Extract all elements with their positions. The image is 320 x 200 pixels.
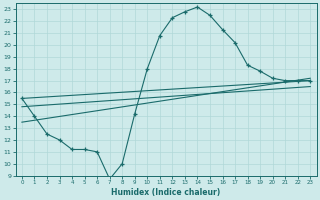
X-axis label: Humidex (Indice chaleur): Humidex (Indice chaleur): [111, 188, 221, 197]
